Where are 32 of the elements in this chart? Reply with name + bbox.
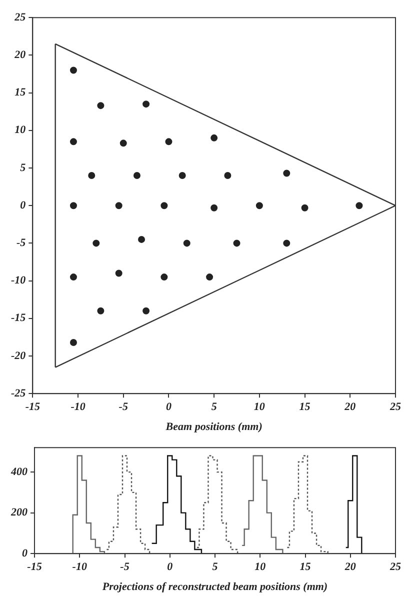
y-tick-label: 0 bbox=[20, 199, 26, 212]
x-tick-label: 0 bbox=[167, 561, 174, 574]
y-tick-label: -25 bbox=[10, 387, 26, 400]
x-tick-label: -5 bbox=[120, 561, 130, 574]
x-tick-label: 5 bbox=[211, 401, 218, 414]
y-tick-label: 200 bbox=[10, 506, 28, 519]
y-tick-label: -20 bbox=[10, 350, 26, 362]
y-tick-label: 400 bbox=[10, 466, 28, 478]
y-tick-label: 5 bbox=[20, 162, 26, 174]
x-tick-label: 10 bbox=[254, 561, 266, 574]
y-tick-label: -5 bbox=[16, 237, 26, 250]
y-tick-label: 15 bbox=[14, 86, 26, 99]
x-tick-label: 25 bbox=[389, 401, 402, 414]
y-tick-label: -10 bbox=[10, 274, 26, 287]
x-tick-label: -10 bbox=[72, 561, 88, 574]
y-tick-label: 0 bbox=[22, 547, 28, 560]
y-tick-label: 25 bbox=[14, 11, 26, 24]
x-axis-title: Projections of reconstructed beam positions (mm) bbox=[102, 581, 328, 594]
x-tick-label: 20 bbox=[344, 561, 356, 574]
x-tick-label: 10 bbox=[254, 401, 266, 414]
x-tick-label: -5 bbox=[118, 401, 128, 414]
x-tick-label: 15 bbox=[300, 561, 312, 574]
y-tick-label: 10 bbox=[14, 124, 26, 136]
x-tick-label: 5 bbox=[212, 561, 218, 574]
x-axis-title: Beam positions (mm) bbox=[164, 421, 262, 434]
x-tick-label: 15 bbox=[299, 401, 311, 414]
x-tick-label: 20 bbox=[344, 401, 356, 414]
y-tick-label: -15 bbox=[10, 312, 26, 324]
x-tick-label: 0 bbox=[166, 401, 172, 414]
y-tick-label: 20 bbox=[14, 49, 26, 62]
x-tick-label: -10 bbox=[70, 401, 86, 414]
x-tick-label: 25 bbox=[389, 561, 402, 574]
